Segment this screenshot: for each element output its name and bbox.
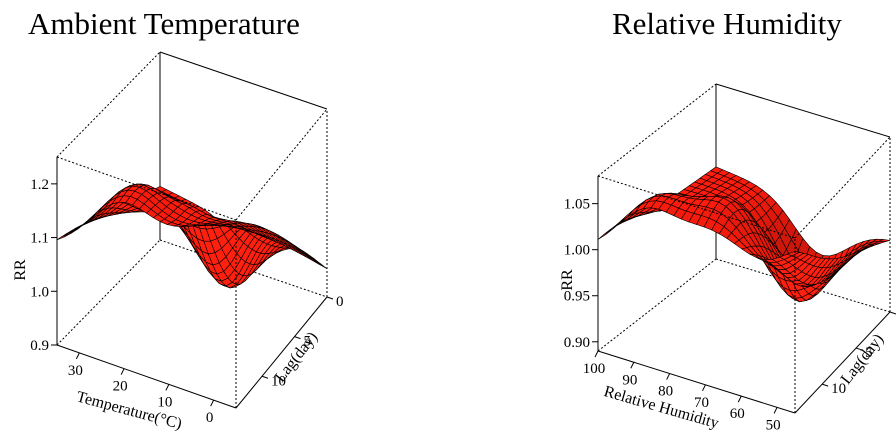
box-edge xyxy=(715,83,891,138)
surface-mesh xyxy=(597,166,891,303)
z-tick-label: 0.90 xyxy=(564,335,590,351)
box-edge xyxy=(597,175,796,239)
y-tick-label: 5 xyxy=(865,345,873,361)
y-tick-label: 0 xyxy=(336,294,344,310)
box-edge xyxy=(794,136,891,239)
z-tick-label: 0.9 xyxy=(30,338,49,354)
z-tick-label: 0.95 xyxy=(564,289,590,305)
x-tick-label: 10 xyxy=(157,394,172,410)
y-tick-label: 10 xyxy=(831,381,846,397)
y-tick-label: 5 xyxy=(304,334,312,350)
x-tick xyxy=(594,350,599,358)
box-edge xyxy=(794,311,891,414)
box-edge xyxy=(56,51,161,158)
z-tick-label: 1.1 xyxy=(30,231,49,247)
z-axis-label: RR xyxy=(12,259,29,281)
x-tick-label: 70 xyxy=(694,395,709,411)
box-edge xyxy=(56,239,161,346)
x-tick-label: 90 xyxy=(622,372,637,388)
x-tick-label: 20 xyxy=(113,379,128,395)
x-tick-label: 0 xyxy=(206,410,214,426)
z-tick-label: 1.0 xyxy=(30,284,49,300)
y-tick xyxy=(326,296,334,300)
surface-facet xyxy=(786,251,801,257)
x-tick xyxy=(666,373,671,380)
x-tick-label: 100 xyxy=(583,361,606,377)
x-tick xyxy=(737,395,742,403)
z-axis-label: RR xyxy=(559,269,576,291)
box-edge xyxy=(56,344,237,409)
x-tick xyxy=(120,368,125,375)
y-tick xyxy=(294,336,301,340)
x-tick-label: 30 xyxy=(68,363,83,379)
chart-title-relative-humidity: Relative Humidity xyxy=(612,6,842,41)
y-tick xyxy=(821,383,829,387)
x-tick xyxy=(75,352,80,360)
z-tick-label: 1.2 xyxy=(30,177,49,193)
box-edge xyxy=(159,51,328,110)
x-tick xyxy=(630,362,635,369)
x-tick xyxy=(165,384,170,391)
x-tick-label: 80 xyxy=(658,384,673,400)
y-tick-label: 10 xyxy=(271,373,286,389)
x-tick-label: 60 xyxy=(730,406,745,422)
surface-mesh xyxy=(56,183,328,289)
x-tick xyxy=(773,407,778,414)
box-edge xyxy=(597,83,717,177)
x-tick xyxy=(210,399,215,407)
box-edge xyxy=(235,296,328,409)
x-tick-label: 50 xyxy=(766,417,781,433)
chart-title-ambient-temperature: Ambient Temperature xyxy=(28,6,300,41)
y-tick xyxy=(889,311,896,315)
y-tick xyxy=(261,375,269,379)
surface-facet xyxy=(228,224,241,227)
y-tick xyxy=(855,347,863,351)
box-edge xyxy=(597,258,717,352)
x-tick xyxy=(702,384,706,392)
box-edge xyxy=(597,350,796,414)
z-tick-label: 1.05 xyxy=(564,197,590,213)
z-tick-label: 1.00 xyxy=(564,243,590,259)
